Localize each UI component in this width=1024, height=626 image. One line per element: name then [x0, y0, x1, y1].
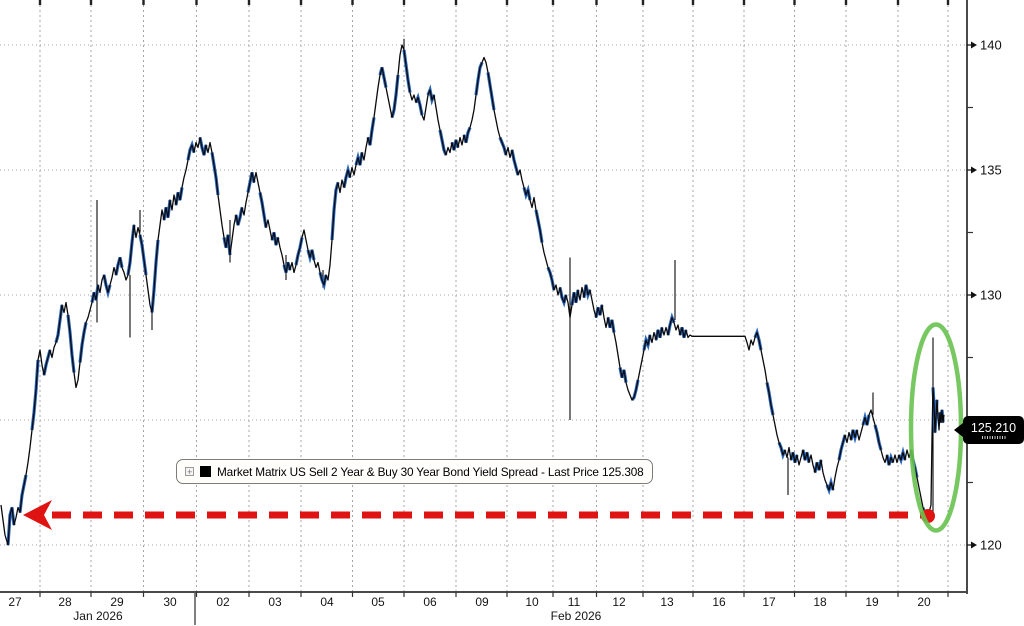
- date-tick-label: 05: [371, 595, 385, 609]
- expand-icon[interactable]: +: [185, 467, 194, 477]
- series-swatch-icon: [200, 466, 211, 477]
- y-tick-arrow-icon: [971, 541, 977, 549]
- y-tick-label: 120: [980, 538, 1002, 553]
- date-tick-label: 27: [8, 595, 22, 609]
- y-tick-arrow-icon: [971, 41, 977, 49]
- red-dashed-arrow: [23, 500, 935, 530]
- price-tag-microtext: [981, 435, 1006, 439]
- date-tick-label: 20: [917, 595, 931, 609]
- date-tick-label: 28: [58, 595, 72, 609]
- date-tick-label: 19: [865, 595, 879, 609]
- date-tick-label: 29: [110, 595, 124, 609]
- date-tick-label: 11: [568, 595, 581, 609]
- date-tick-label: 09: [475, 595, 489, 609]
- red-arrowhead-icon: [23, 500, 52, 530]
- price-line: [0, 44, 945, 546]
- date-tick-label: 04: [320, 595, 334, 609]
- date-tick-label: 12: [612, 595, 626, 609]
- date-tick-label: 30: [163, 595, 177, 609]
- y-tick-label: 140: [980, 38, 1002, 53]
- y-tick-label: 130: [980, 288, 1002, 303]
- legend-box[interactable]: + Market Matrix US Sell 2 Year & Buy 30 …: [176, 459, 653, 484]
- y-tick-label: 135: [980, 163, 1002, 178]
- date-tick-label: 13: [660, 595, 674, 609]
- date-tick-label: 06: [423, 595, 437, 609]
- axes: [0, 0, 968, 625]
- date-tick-label: 02: [216, 595, 230, 609]
- y-tick-arrow-icon: [971, 166, 977, 174]
- x-axis-labels: 27 28 29 30 02 03 04 05 06 09 10 11 12 13 16 17 18 19 20 Ja…: [8, 595, 931, 623]
- y-tick-arrow-icon: [971, 291, 977, 299]
- date-tick-label: 10: [525, 595, 539, 609]
- date-tick-label: 18: [813, 595, 827, 609]
- price-tag-notch-icon: [954, 423, 963, 437]
- month-label: Feb 2026: [551, 609, 602, 623]
- price-series: [0, 38, 945, 546]
- top-ticks: [38, 0, 950, 5]
- month-label: Jan 2026: [73, 609, 123, 623]
- date-tick-label: 03: [268, 595, 282, 609]
- vertical-gridlines: [39, 0, 949, 592]
- last-price-value: 125.210: [970, 420, 1017, 435]
- legend-label: Market Matrix US Sell 2 Year & Buy 30 Ye…: [217, 464, 644, 479]
- date-tick-label: 16: [712, 595, 726, 609]
- date-tick-label: 17: [762, 595, 776, 609]
- last-price-tag: 125.210: [954, 416, 1024, 444]
- y-axis-labels: 140 135 130 120: [967, 38, 1002, 553]
